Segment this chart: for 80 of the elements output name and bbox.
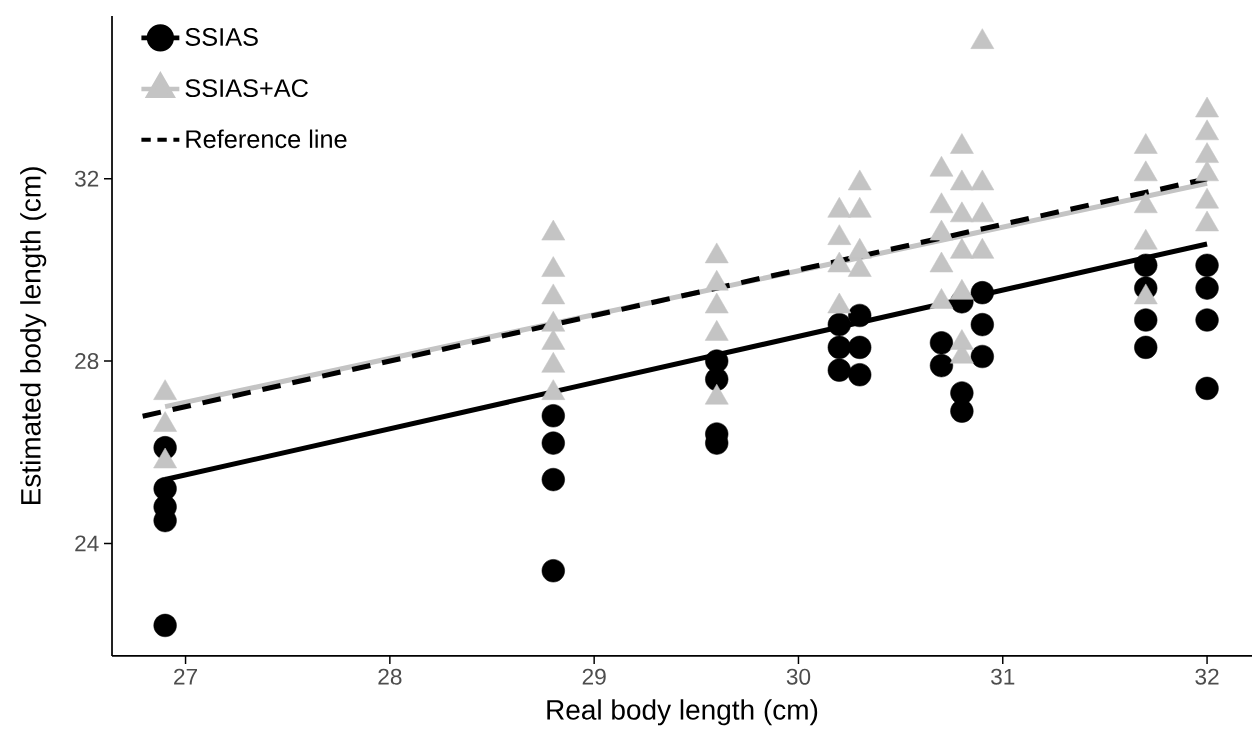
point — [929, 354, 954, 378]
point — [847, 238, 872, 259]
point — [1133, 228, 1158, 250]
point — [541, 219, 566, 241]
point — [1133, 192, 1158, 214]
point — [950, 238, 974, 259]
point — [929, 219, 954, 241]
point — [827, 197, 852, 218]
x-tick-label: 28 — [378, 668, 402, 685]
point — [950, 399, 974, 423]
point — [847, 169, 872, 191]
x-tick-label: 30 — [786, 668, 811, 685]
point — [827, 292, 852, 314]
point — [541, 329, 566, 350]
y-tick-label: 32 — [74, 170, 99, 187]
point — [950, 279, 974, 300]
x-tick-label: 27 — [174, 668, 198, 685]
x-tick-label: 31 — [991, 668, 1015, 685]
point — [1195, 308, 1219, 332]
x-tick-label: 32 — [1195, 668, 1219, 685]
point — [970, 344, 994, 369]
point — [541, 352, 566, 373]
point — [929, 156, 954, 177]
point — [541, 431, 565, 455]
point — [827, 224, 852, 245]
point — [929, 192, 954, 214]
point — [827, 251, 852, 273]
point — [970, 201, 995, 223]
legend-label: SSIAS — [185, 27, 258, 46]
point — [970, 238, 995, 259]
legend-label: Reference line — [186, 129, 347, 149]
point — [1195, 160, 1219, 182]
legend-label: SSIAS+AC — [185, 79, 308, 98]
x-axis-title: Real body length (cm) — [547, 699, 818, 726]
point — [541, 310, 566, 332]
point — [827, 335, 851, 359]
y-axis-title: Estimated body length (cm) — [20, 167, 47, 505]
point — [1134, 335, 1158, 359]
point — [541, 256, 566, 277]
point — [848, 303, 872, 328]
point — [704, 292, 729, 314]
point — [929, 288, 954, 309]
point — [704, 269, 729, 291]
point — [950, 201, 974, 223]
point — [848, 363, 872, 387]
point — [541, 404, 565, 428]
point — [541, 467, 565, 492]
point — [1133, 133, 1158, 154]
point — [541, 283, 566, 305]
point — [970, 169, 995, 191]
point — [1195, 376, 1219, 401]
point — [827, 312, 851, 337]
point — [1134, 308, 1158, 332]
point — [704, 242, 729, 264]
point — [929, 251, 954, 273]
point — [1133, 283, 1158, 305]
point — [541, 559, 565, 583]
point — [970, 28, 995, 49]
y-tick-label: 28 — [75, 353, 99, 370]
point — [1195, 187, 1219, 209]
point — [1195, 96, 1219, 118]
point — [1195, 119, 1219, 141]
point — [950, 329, 974, 350]
point — [929, 331, 954, 355]
point — [950, 133, 974, 154]
x-tick-label: 29 — [582, 668, 606, 685]
y-tick-label: 24 — [75, 535, 99, 552]
point — [950, 381, 974, 405]
point — [950, 169, 974, 191]
point — [1195, 142, 1219, 163]
point — [1133, 160, 1158, 182]
point — [848, 335, 872, 359]
point — [1195, 210, 1219, 232]
point — [827, 358, 851, 382]
point — [704, 320, 729, 341]
point — [153, 613, 177, 638]
point — [705, 349, 729, 373]
point — [847, 197, 872, 218]
point — [153, 477, 177, 501]
point — [970, 312, 994, 337]
